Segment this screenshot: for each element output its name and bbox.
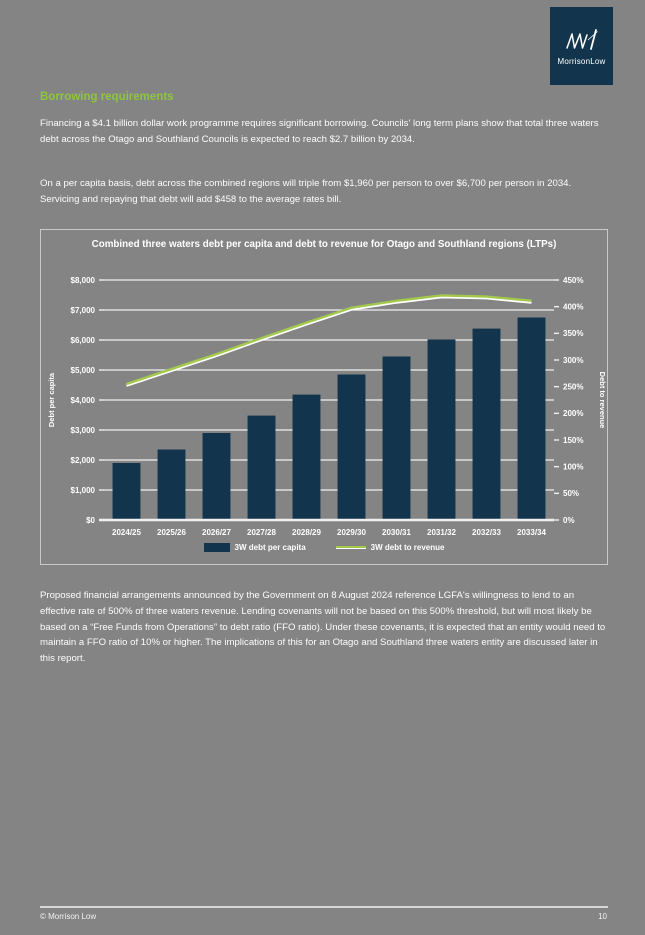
right-axis-tick-label: 0% [563, 516, 575, 525]
legend-item-bar: 3W debt per capita [203, 543, 306, 552]
x-axis-label: 2025/26 [157, 528, 186, 537]
x-axis-label: 2030/31 [382, 528, 411, 537]
legend-bar-swatch-icon [203, 543, 230, 552]
legend-bar-label: 3W debt per capita [234, 543, 306, 552]
chart-title: Combined three waters debt per capita an… [91, 239, 557, 250]
bar-2024-25 [112, 463, 141, 520]
legend-item-line: 3W debt to revenue [335, 543, 445, 552]
left-axis-tick-label: $3,000 [71, 426, 96, 435]
left-axis-tick-label: $6,000 [71, 336, 96, 345]
x-axis-label: 2028/29 [292, 528, 321, 537]
right-axis-tick-label: 450% [563, 276, 583, 285]
morrison-low-logo: MorrisonLow [550, 7, 613, 85]
right-axis-tick-label: 50% [563, 489, 579, 498]
right-axis-tick-label: 300% [563, 356, 583, 365]
chart-svg: $0 $1,000 $2,000 $3,000 $4,000 $5,000 $6,000 $7… [47, 276, 607, 537]
right-axis-tick-label: 100% [563, 462, 583, 471]
legend-line-swatch-icon [335, 546, 366, 549]
right-axis-tick-label: 150% [563, 436, 583, 445]
bar-2030-31 [382, 356, 411, 520]
right-axis-tick-label: 350% [563, 329, 583, 338]
paragraph-per-capita: On a per capita basis, debt across the c… [40, 178, 572, 205]
right-axis-tick-label: 400% [563, 302, 583, 311]
bar-2025-26 [157, 449, 186, 520]
footer-copyright: © Morrison Low [40, 912, 97, 921]
right-axis-tick-label: 200% [563, 409, 583, 418]
line-series [126, 294, 532, 386]
chart-legend: 3W debt per capita 3W debt to revenue [41, 543, 607, 552]
left-axis-tick-label: $8,000 [71, 276, 96, 285]
right-axis-tick-label: 250% [563, 382, 583, 391]
x-axis-label: 2029/30 [337, 528, 366, 537]
footer-divider [40, 906, 608, 908]
x-axis-label: 2027/28 [247, 528, 276, 537]
x-axis-label: 2024/25 [112, 528, 141, 537]
bar-2027-28 [247, 415, 276, 520]
bar-2026-27 [202, 433, 231, 520]
bar-2029-30 [337, 374, 366, 520]
left-axis-tick-label: $1,000 [71, 486, 96, 495]
paragraph-financing: Financing a $4.1 billion dollar work pro… [40, 118, 599, 145]
left-axis-tick-label: $2,000 [71, 456, 96, 465]
bar-2031-32 [427, 339, 456, 520]
footer-page-number: 10 [598, 912, 607, 921]
chart-panel: Combined three waters debt per capita an… [40, 229, 608, 565]
x-axis-label: 2026/27 [202, 528, 231, 537]
line-series-highlight [126, 295, 532, 387]
x-axis-label: 2032/33 [472, 528, 501, 537]
paragraph-financial-arrangements: Proposed financial arrangements announce… [40, 590, 606, 665]
left-axis-tick-label: $7,000 [71, 306, 96, 315]
section-heading: Borrowing requirements [40, 91, 174, 103]
left-axis-tick-label: $4,000 [71, 396, 96, 405]
right-axis-title: Debt to revenue [598, 372, 607, 429]
left-axis-tick-label: $0 [86, 516, 95, 525]
x-axis-label: 2033/34 [517, 528, 546, 537]
bar-2033-34 [517, 317, 546, 520]
bar-2028-29 [292, 394, 321, 520]
morrison-low-monogram-icon [565, 28, 598, 50]
x-axis-label: 2031/32 [427, 528, 456, 537]
bar-2032-33 [472, 328, 501, 520]
legend-line-label: 3W debt to revenue [370, 543, 445, 552]
left-axis-title: Debt per capita [47, 372, 56, 427]
logo-brand-text: MorrisonLow [557, 56, 606, 66]
left-axis-tick-label: $5,000 [71, 366, 96, 375]
